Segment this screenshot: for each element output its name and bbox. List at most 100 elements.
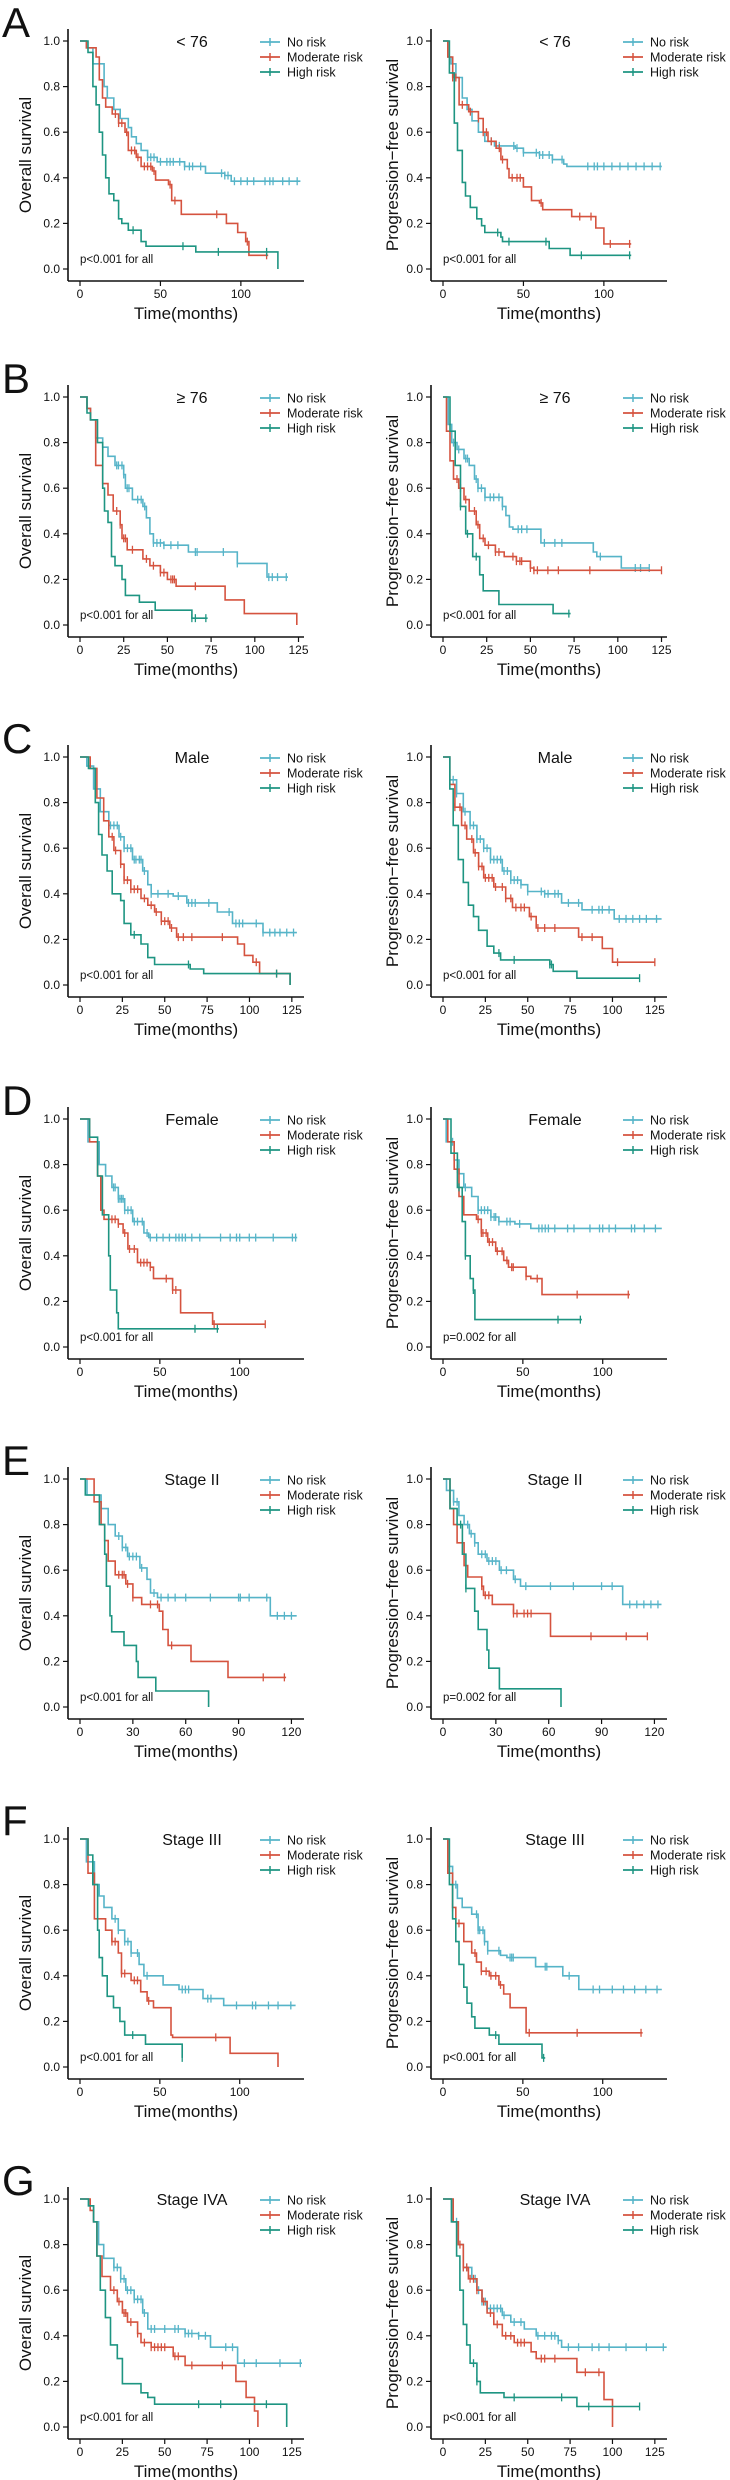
p-value-text: p<0.001 for all xyxy=(80,970,153,982)
p-value-text: p<0.001 for all xyxy=(443,254,516,266)
y-tick-label: 0.2 xyxy=(406,932,423,946)
legend-label-high-risk: High risk xyxy=(650,1864,699,1878)
legend-label-high-risk: High risk xyxy=(287,422,336,436)
y-tick-label: 0.8 xyxy=(406,80,423,94)
y-tick-label: 0.8 xyxy=(43,1158,60,1172)
overall-survival-panel: A 0.0 0.2 0.4 0.6 0.8 1.0 0 50 100 Time(months) Ove… xyxy=(2,0,363,323)
x-axis-label: Time(months) xyxy=(134,2102,238,2121)
overall-survival-panel: B 0.0 0.2 0.4 0.6 0.8 1.0 0 25 50 75 100 125 Time(mon… xyxy=(2,355,363,679)
x-tick-label: 50 xyxy=(516,1365,530,1379)
progression-free-survival-panel: 0.0 0.2 0.4 0.6 0.8 1.0 0 25 50 75 100 125 Time(mont… xyxy=(383,385,726,679)
x-tick-label: 100 xyxy=(593,1365,613,1379)
survival-curve-high-risk xyxy=(80,2198,288,2427)
y-tick-label: 0.4 xyxy=(406,1609,423,1623)
y-tick-label: 0.0 xyxy=(43,262,60,276)
panel-title: < 76 xyxy=(176,34,208,51)
panel-title: Stage III xyxy=(162,1832,222,1849)
y-tick-label: 0.2 xyxy=(406,2374,423,2388)
overall-survival-panel: E 0.0 0.2 0.4 0.6 0.8 1.0 0 30 60 90 120 Time(months… xyxy=(2,1437,363,1761)
legend-label-high-risk: High risk xyxy=(650,422,699,436)
y-axis-label: Overall survival xyxy=(16,1175,35,1291)
y-tick-label: 0.6 xyxy=(43,1923,60,1937)
y-tick-label: 0.6 xyxy=(43,2283,60,2297)
y-tick-label: 0.0 xyxy=(43,618,60,632)
y-tick-label: 0.4 xyxy=(43,1609,60,1623)
survival-curve-high-risk xyxy=(443,1838,546,2059)
x-tick-label: 125 xyxy=(645,1003,665,1017)
legend-label-moderate-risk: Moderate risk xyxy=(287,767,363,781)
x-tick-label: 30 xyxy=(126,1725,140,1739)
survival-curve-no-risk xyxy=(80,2198,302,2364)
x-tick-label: 90 xyxy=(595,1725,609,1739)
x-tick-label: 50 xyxy=(517,287,531,301)
x-tick-label: 50 xyxy=(158,1003,172,1017)
survival-curve-high-risk xyxy=(80,1478,210,1707)
survival-curve-no-risk xyxy=(80,756,297,934)
p-value-text: p<0.001 for all xyxy=(80,2052,153,2064)
x-axis-label: Time(months) xyxy=(134,1382,238,1401)
x-axis-label: Time(months) xyxy=(497,2102,601,2121)
y-tick-label: 0.8 xyxy=(43,80,60,94)
y-tick-label: 0.6 xyxy=(406,841,423,855)
panel-letter: F xyxy=(2,1797,28,1844)
x-tick-label: 0 xyxy=(77,1365,84,1379)
survival-curve-no-risk xyxy=(443,1478,662,1606)
y-tick-label: 0.8 xyxy=(43,796,60,810)
p-value-text: p<0.001 for all xyxy=(443,2052,516,2064)
x-tick-label: 100 xyxy=(608,643,628,657)
y-tick-label: 0.4 xyxy=(406,1969,423,1983)
y-tick-label: 1.0 xyxy=(406,2192,423,2206)
x-tick-label: 125 xyxy=(282,2445,302,2459)
legend-label-high-risk: High risk xyxy=(650,66,699,80)
y-tick-label: 0.2 xyxy=(406,1294,423,1308)
survival-curve-high-risk xyxy=(80,40,279,269)
y-tick-label: 0.8 xyxy=(406,2238,423,2252)
panel-letter: G xyxy=(2,2157,35,2204)
x-tick-label: 0 xyxy=(77,643,84,657)
x-tick-label: 125 xyxy=(282,1003,302,1017)
y-axis-label: Progression−free survival xyxy=(383,415,402,607)
p-value-text: p<0.001 for all xyxy=(443,2412,516,2424)
panel-title: Female xyxy=(528,1112,581,1129)
survival-curve-moderate-risk xyxy=(80,2198,259,2427)
x-axis-label: Time(months) xyxy=(134,660,238,679)
legend-label-moderate-risk: Moderate risk xyxy=(287,51,363,65)
y-tick-label: 1.0 xyxy=(43,1112,60,1126)
panel-title: Stage III xyxy=(525,1832,585,1849)
y-tick-label: 0.4 xyxy=(406,527,423,541)
y-axis-label: Overall survival xyxy=(16,453,35,569)
x-tick-label: 0 xyxy=(440,287,447,301)
y-tick-label: 0.2 xyxy=(43,2374,60,2388)
y-tick-label: 0.8 xyxy=(43,1878,60,1892)
progression-free-survival-panel: 0.0 0.2 0.4 0.6 0.8 1.0 0 50 100 Time(months) Prog… xyxy=(383,1107,726,1401)
x-tick-label: 125 xyxy=(288,643,308,657)
x-tick-label: 50 xyxy=(154,287,168,301)
panel-letter: C xyxy=(2,715,32,762)
y-tick-label: 1.0 xyxy=(43,390,60,404)
legend-label-no-risk: No risk xyxy=(287,752,327,766)
y-axis-label: Overall survival xyxy=(16,97,35,213)
y-tick-label: 0.6 xyxy=(406,2283,423,2297)
survival-curve-moderate-risk xyxy=(80,1838,279,2067)
x-tick-label: 50 xyxy=(161,643,175,657)
survival-curve-high-risk xyxy=(80,1118,219,1330)
legend-label-high-risk: High risk xyxy=(287,782,336,796)
legend-label-moderate-risk: Moderate risk xyxy=(650,1849,726,1863)
panel-letter: D xyxy=(2,1077,32,1124)
legend-label-moderate-risk: Moderate risk xyxy=(650,767,726,781)
panel-title: Stage IVA xyxy=(520,2192,591,2209)
y-tick-label: 0.4 xyxy=(43,1969,60,1983)
survival-curve-moderate-risk xyxy=(443,756,655,963)
y-tick-label: 1.0 xyxy=(406,750,423,764)
legend-label-no-risk: No risk xyxy=(287,1114,327,1128)
legend-label-moderate-risk: Moderate risk xyxy=(287,407,363,421)
y-tick-label: 0.6 xyxy=(43,125,60,139)
overall-survival-panel: C 0.0 0.2 0.4 0.6 0.8 1.0 0 25 50 75 100 125 Time(mon… xyxy=(2,715,363,1039)
y-tick-label: 0.0 xyxy=(43,978,60,992)
y-axis-label: Progression−free survival xyxy=(383,59,402,251)
x-axis-label: Time(months) xyxy=(134,2462,238,2480)
x-tick-label: 100 xyxy=(245,643,265,657)
x-tick-label: 100 xyxy=(230,2085,250,2099)
legend-label-no-risk: No risk xyxy=(650,392,690,406)
x-tick-label: 125 xyxy=(651,643,671,657)
